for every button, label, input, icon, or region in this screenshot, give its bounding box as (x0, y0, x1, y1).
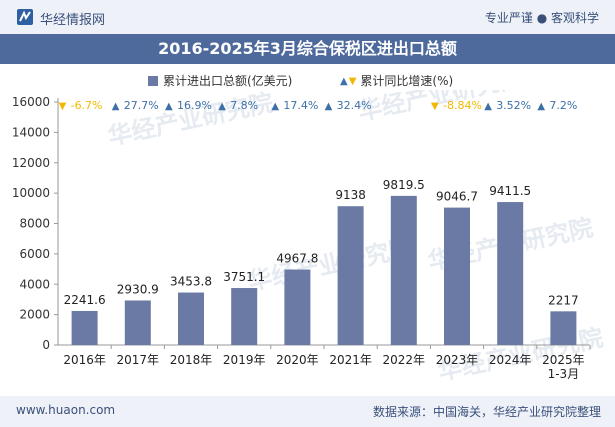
x-tick-label: 2023年 (436, 353, 479, 367)
bar (390, 195, 417, 345)
bar (124, 300, 151, 345)
bar-value-label: 2241.6 (64, 293, 106, 307)
growth-down-icon: ▼ (59, 101, 67, 112)
legend-item-total: 累计进出口总额(亿美元) (148, 72, 292, 89)
legend-label-growth: 累计同比增速(%) (360, 74, 454, 88)
y-tick-label: 2000 (19, 308, 50, 322)
triangle-up-icon: ▲ (340, 76, 348, 87)
brand-slogan: 专业严谨 ● 客观科学 (484, 11, 599, 25)
y-tick-label: 8000 (19, 217, 50, 231)
bar-value-label: 3453.8 (170, 275, 212, 289)
chart-title: 2016-2025年3月综合保税区进出口总额 (158, 39, 457, 58)
growth-label: -8.84% (443, 99, 482, 112)
x-tick-label: 2022年 (383, 353, 426, 367)
watermark-text: 华经产业研究院 (245, 234, 415, 296)
bar-value-label: 2930.9 (117, 282, 159, 296)
y-tick-label: 10000 (12, 186, 50, 200)
brand-logo-icon (17, 9, 33, 25)
growth-up-icon: ▲ (325, 101, 333, 112)
title-bar: 2016-2025年3月综合保税区进出口总额 (0, 34, 615, 64)
growth-up-icon: ▲ (271, 101, 279, 112)
legend-label-total: 累计进出口总额(亿美元) (163, 74, 293, 88)
bar-value-label: 3751.1 (223, 270, 265, 284)
header-bar: 华经情报网 专业严谨 ● 客观科学 (0, 0, 615, 34)
x-tick-label: 2018年 (170, 353, 213, 367)
y-tick-label: 12000 (12, 156, 50, 170)
y-tick-label: 6000 (19, 247, 50, 261)
x-tick-label: 1-3月 (548, 367, 580, 381)
bar-value-label: 9411.5 (489, 184, 531, 198)
bar-value-label: 9138 (335, 188, 366, 202)
bar (178, 292, 204, 345)
legend-swatch-bar (148, 76, 158, 86)
bar-value-label: 9046.7 (436, 190, 478, 204)
triangle-down-icon: ▼ (348, 76, 357, 87)
bar-chart: 华经产业研究院 华经产业研究院 华经产业研究院 华经产业研究院 华经产业研究院 … (12, 90, 606, 386)
x-tick-label: 2020年 (276, 353, 319, 367)
bar (337, 206, 364, 345)
x-tick-label: 2016年 (63, 353, 106, 367)
bar (550, 311, 577, 345)
growth-label: 3.52% (496, 99, 531, 112)
growth-label: 32.4% (337, 99, 372, 112)
growth-label: -6.7% (71, 99, 103, 112)
bar (231, 288, 258, 345)
growth-down-icon: ▼ (431, 101, 439, 112)
growth-label: 7.8% (230, 99, 258, 112)
bar (444, 207, 470, 345)
growth-up-icon: ▲ (537, 101, 545, 112)
x-tick-label: 2021年 (329, 353, 372, 367)
y-tick-label: 14000 (12, 125, 50, 139)
legend-item-growth: ▲▼ 累计同比增速(%) (340, 72, 453, 89)
growth-up-icon: ▲ (112, 101, 120, 112)
brand-name: 华经情报网 (40, 13, 106, 28)
footer-source: 数据来源：中国海关，华经产业研究院整理 (372, 405, 601, 419)
x-tick-label: 2024年 (489, 353, 532, 367)
bar-value-label: 4967.8 (276, 252, 318, 266)
growth-up-icon: ▲ (165, 101, 173, 112)
bar-value-label: 9819.5 (383, 178, 425, 192)
growth-label: 16.9% (177, 99, 212, 112)
growth-up-icon: ▲ (484, 101, 492, 112)
growth-label: 27.7% (124, 99, 159, 112)
x-tick-label: 2017年 (117, 353, 160, 367)
bar (284, 269, 311, 345)
x-tick-label: 2025年 (542, 353, 585, 367)
chart-legend: 累计进出口总额(亿美元) ▲▼ 累计同比增速(%) (0, 72, 615, 90)
y-tick-label: 16000 (12, 95, 50, 109)
y-tick-label: 4000 (19, 277, 50, 291)
bar (71, 310, 98, 345)
growth-up-icon: ▲ (218, 101, 226, 112)
footer-url: www.huaon.com (16, 403, 116, 417)
footer-bar: www.huaon.com 数据来源：中国海关，华经产业研究院整理 (0, 396, 615, 427)
growth-label: 17.4% (283, 99, 318, 112)
bar (497, 202, 524, 345)
x-tick-label: 2019年 (223, 353, 266, 367)
bar-value-label: 2217 (548, 293, 579, 307)
y-tick-label: 0 (42, 338, 50, 352)
growth-label: 7.2% (549, 99, 577, 112)
